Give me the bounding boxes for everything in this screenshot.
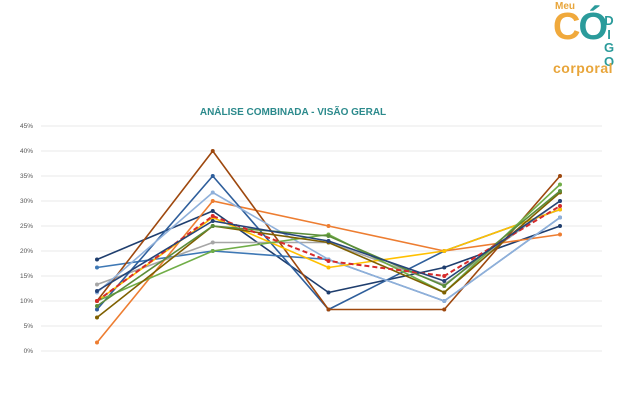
data-point (210, 199, 215, 203)
chart-gridlines (41, 125, 602, 352)
data-point (95, 265, 99, 270)
series-line (96, 200, 561, 292)
data-point (210, 190, 215, 195)
data-point (95, 289, 99, 293)
data-point (442, 249, 447, 253)
data-point (210, 209, 215, 213)
data-point (558, 174, 562, 178)
data-point (210, 240, 215, 245)
series-line (96, 191, 561, 302)
data-point (210, 224, 215, 228)
data-point (326, 224, 331, 228)
brand-digo-d: D (604, 13, 614, 28)
data-point (558, 224, 562, 228)
line-chart: ANÁLISE COMBINADA - VISÃO GERAL 0% 5% 10% 1… (20, 105, 602, 355)
brand-co-text: CÓ (553, 6, 608, 48)
y-tick-label: 20% (20, 248, 33, 255)
data-point (558, 199, 562, 203)
data-point (558, 204, 562, 208)
brand-logo: Meu CÓ D I G O corporal (548, 0, 640, 80)
data-point (210, 174, 215, 178)
data-point (326, 290, 331, 295)
data-point (442, 279, 447, 283)
data-point (95, 340, 99, 345)
chart-frame: ANÁLISE COMBINADA - VISÃO GERAL 0% 5% 10% 1… (0, 96, 636, 366)
data-point (326, 259, 331, 263)
brand-digo-i: I (607, 26, 611, 42)
y-tick-label: 45% (20, 123, 33, 130)
data-point (210, 149, 215, 153)
chart-y-axis: 0% 5% 10% 15% 20% 25% 30% 35% 40% 45% (20, 123, 33, 355)
series-13 (95, 199, 562, 293)
data-point (326, 265, 331, 270)
brand-co-o: Ó (578, 6, 608, 48)
brand-digo-o: O (603, 53, 615, 69)
brand-co-c: C (553, 6, 580, 48)
data-point (210, 249, 215, 253)
chart-title: ANÁLISE COMBINADA - VISÃO GERAL (200, 105, 386, 118)
data-point (95, 282, 99, 287)
y-tick-label: 35% (20, 173, 33, 180)
data-point (442, 274, 447, 278)
data-point (95, 307, 99, 312)
data-point (210, 214, 215, 218)
data-point (442, 307, 447, 312)
data-point (95, 304, 99, 308)
y-tick-label: 40% (20, 148, 33, 155)
brand-bottom-text: corporal (553, 60, 614, 76)
data-point (558, 207, 562, 212)
data-point (442, 290, 447, 295)
data-point (558, 182, 562, 187)
y-tick-label: 0% (24, 348, 34, 355)
data-point (558, 215, 562, 220)
y-tick-label: 10% (20, 298, 33, 305)
data-point (95, 299, 99, 303)
chart-series-group (95, 149, 562, 345)
data-point (95, 257, 99, 262)
data-point (326, 234, 331, 238)
data-point (442, 299, 447, 303)
data-point (442, 265, 447, 270)
y-tick-label: 5% (24, 323, 34, 330)
data-point (326, 239, 331, 243)
data-point (558, 189, 562, 193)
data-point (558, 232, 562, 237)
brand-digo-g: G (603, 40, 615, 56)
y-tick-label: 15% (20, 273, 33, 280)
y-tick-label: 25% (20, 223, 33, 230)
data-point (442, 284, 447, 288)
series-12 (95, 204, 562, 303)
data-point (326, 307, 331, 312)
data-point (95, 315, 99, 320)
y-tick-label: 30% (20, 198, 33, 205)
brand-digo: D I G O (601, 14, 617, 69)
brand-top-text: Meu (555, 1, 575, 12)
data-point (210, 219, 215, 223)
